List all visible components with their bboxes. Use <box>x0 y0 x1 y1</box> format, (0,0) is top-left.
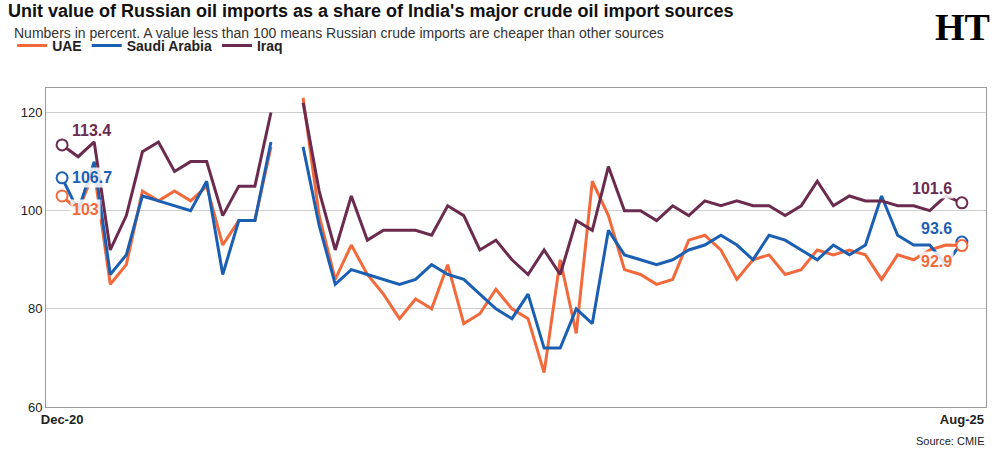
svg-text:Numbers in percent. A value le: Numbers in percent. A value less than 10… <box>14 25 664 41</box>
svg-text:Unit value of Russian oil impo: Unit value of Russian oil imports as a s… <box>8 1 733 21</box>
svg-text:UAE: UAE <box>52 38 82 54</box>
svg-text:80: 80 <box>28 301 42 316</box>
svg-text:Iraq: Iraq <box>257 38 283 54</box>
svg-text:100: 100 <box>21 203 43 218</box>
svg-text:93.6: 93.6 <box>921 220 952 237</box>
svg-text:60: 60 <box>28 400 42 415</box>
svg-text:103: 103 <box>72 201 99 218</box>
svg-text:106.7: 106.7 <box>72 169 112 186</box>
svg-text:Saudi Arabia: Saudi Arabia <box>127 38 212 54</box>
svg-text:113.4: 113.4 <box>72 122 111 139</box>
svg-text:HT: HT <box>935 6 990 48</box>
svg-text:Aug-25: Aug-25 <box>940 412 984 427</box>
svg-text:Source: CMIE: Source: CMIE <box>916 435 984 447</box>
svg-text:101.6: 101.6 <box>912 180 952 197</box>
svg-text:92.9: 92.9 <box>921 253 952 270</box>
svg-text:Dec-20: Dec-20 <box>41 412 84 427</box>
svg-text:120: 120 <box>21 105 43 120</box>
